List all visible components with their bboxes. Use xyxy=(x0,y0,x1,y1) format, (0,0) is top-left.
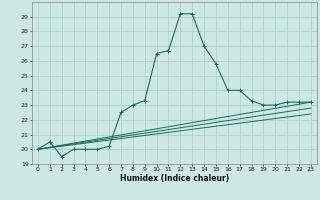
X-axis label: Humidex (Indice chaleur): Humidex (Indice chaleur) xyxy=(120,174,229,183)
